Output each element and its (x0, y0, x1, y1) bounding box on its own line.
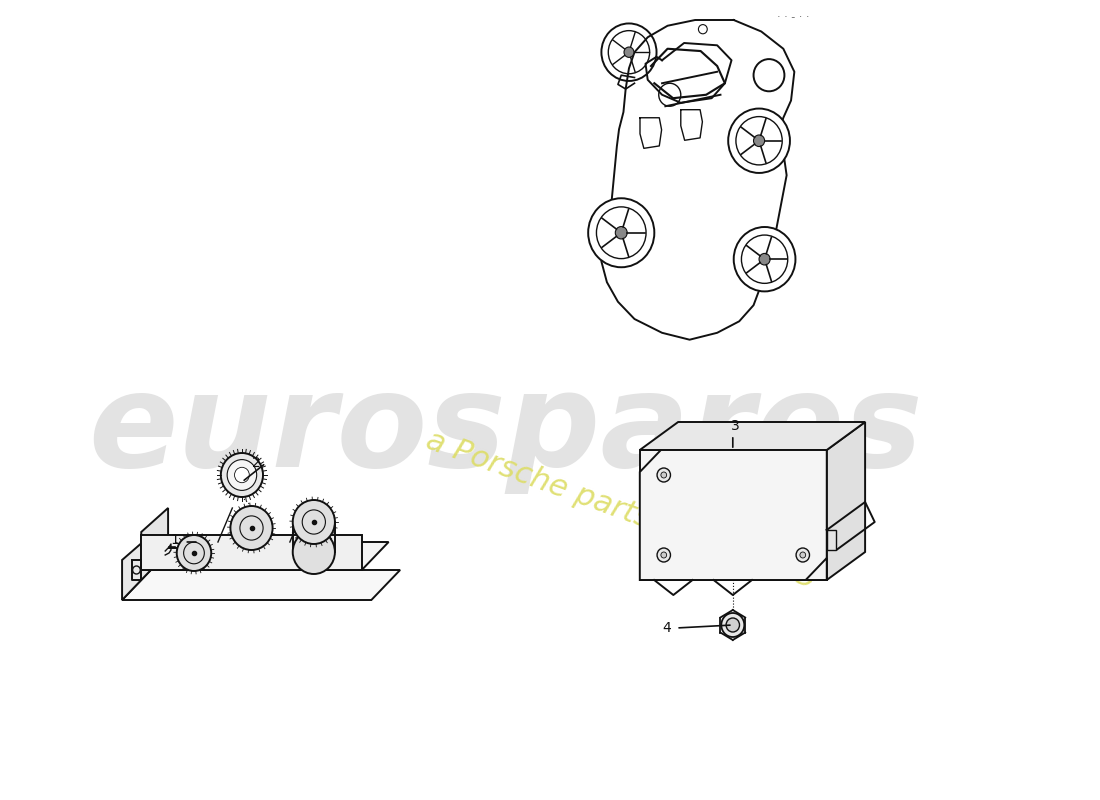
Circle shape (800, 552, 805, 558)
Circle shape (221, 453, 263, 497)
Circle shape (228, 459, 256, 490)
Circle shape (759, 254, 770, 265)
Circle shape (728, 109, 790, 173)
Circle shape (624, 47, 634, 58)
Text: 1: 1 (170, 533, 179, 547)
Text: 4: 4 (662, 621, 671, 635)
Circle shape (722, 613, 745, 637)
Circle shape (754, 135, 764, 146)
Circle shape (661, 552, 667, 558)
Circle shape (588, 198, 654, 267)
Polygon shape (122, 535, 151, 600)
Polygon shape (141, 508, 168, 570)
Circle shape (230, 506, 273, 550)
Polygon shape (827, 530, 836, 550)
Circle shape (293, 500, 334, 544)
Polygon shape (805, 558, 827, 580)
Polygon shape (640, 422, 865, 450)
Text: 3: 3 (732, 419, 740, 433)
Circle shape (657, 468, 671, 482)
Polygon shape (827, 422, 865, 580)
Circle shape (234, 467, 250, 482)
Text: 2: 2 (252, 456, 261, 470)
Circle shape (657, 548, 671, 562)
Circle shape (734, 227, 795, 291)
Circle shape (796, 548, 810, 562)
Circle shape (602, 23, 657, 81)
Polygon shape (640, 450, 827, 580)
Text: a Porsche parts since 1985: a Porsche parts since 1985 (421, 426, 820, 594)
Text: eurospares: eurospares (88, 366, 923, 494)
Polygon shape (141, 542, 388, 570)
Polygon shape (640, 450, 827, 580)
Polygon shape (141, 535, 362, 570)
Text: · · - · ·: · · - · · (777, 12, 810, 22)
Circle shape (726, 618, 739, 632)
Circle shape (661, 472, 667, 478)
Circle shape (177, 535, 211, 571)
Circle shape (293, 530, 334, 574)
Circle shape (615, 226, 627, 239)
Polygon shape (122, 570, 400, 600)
